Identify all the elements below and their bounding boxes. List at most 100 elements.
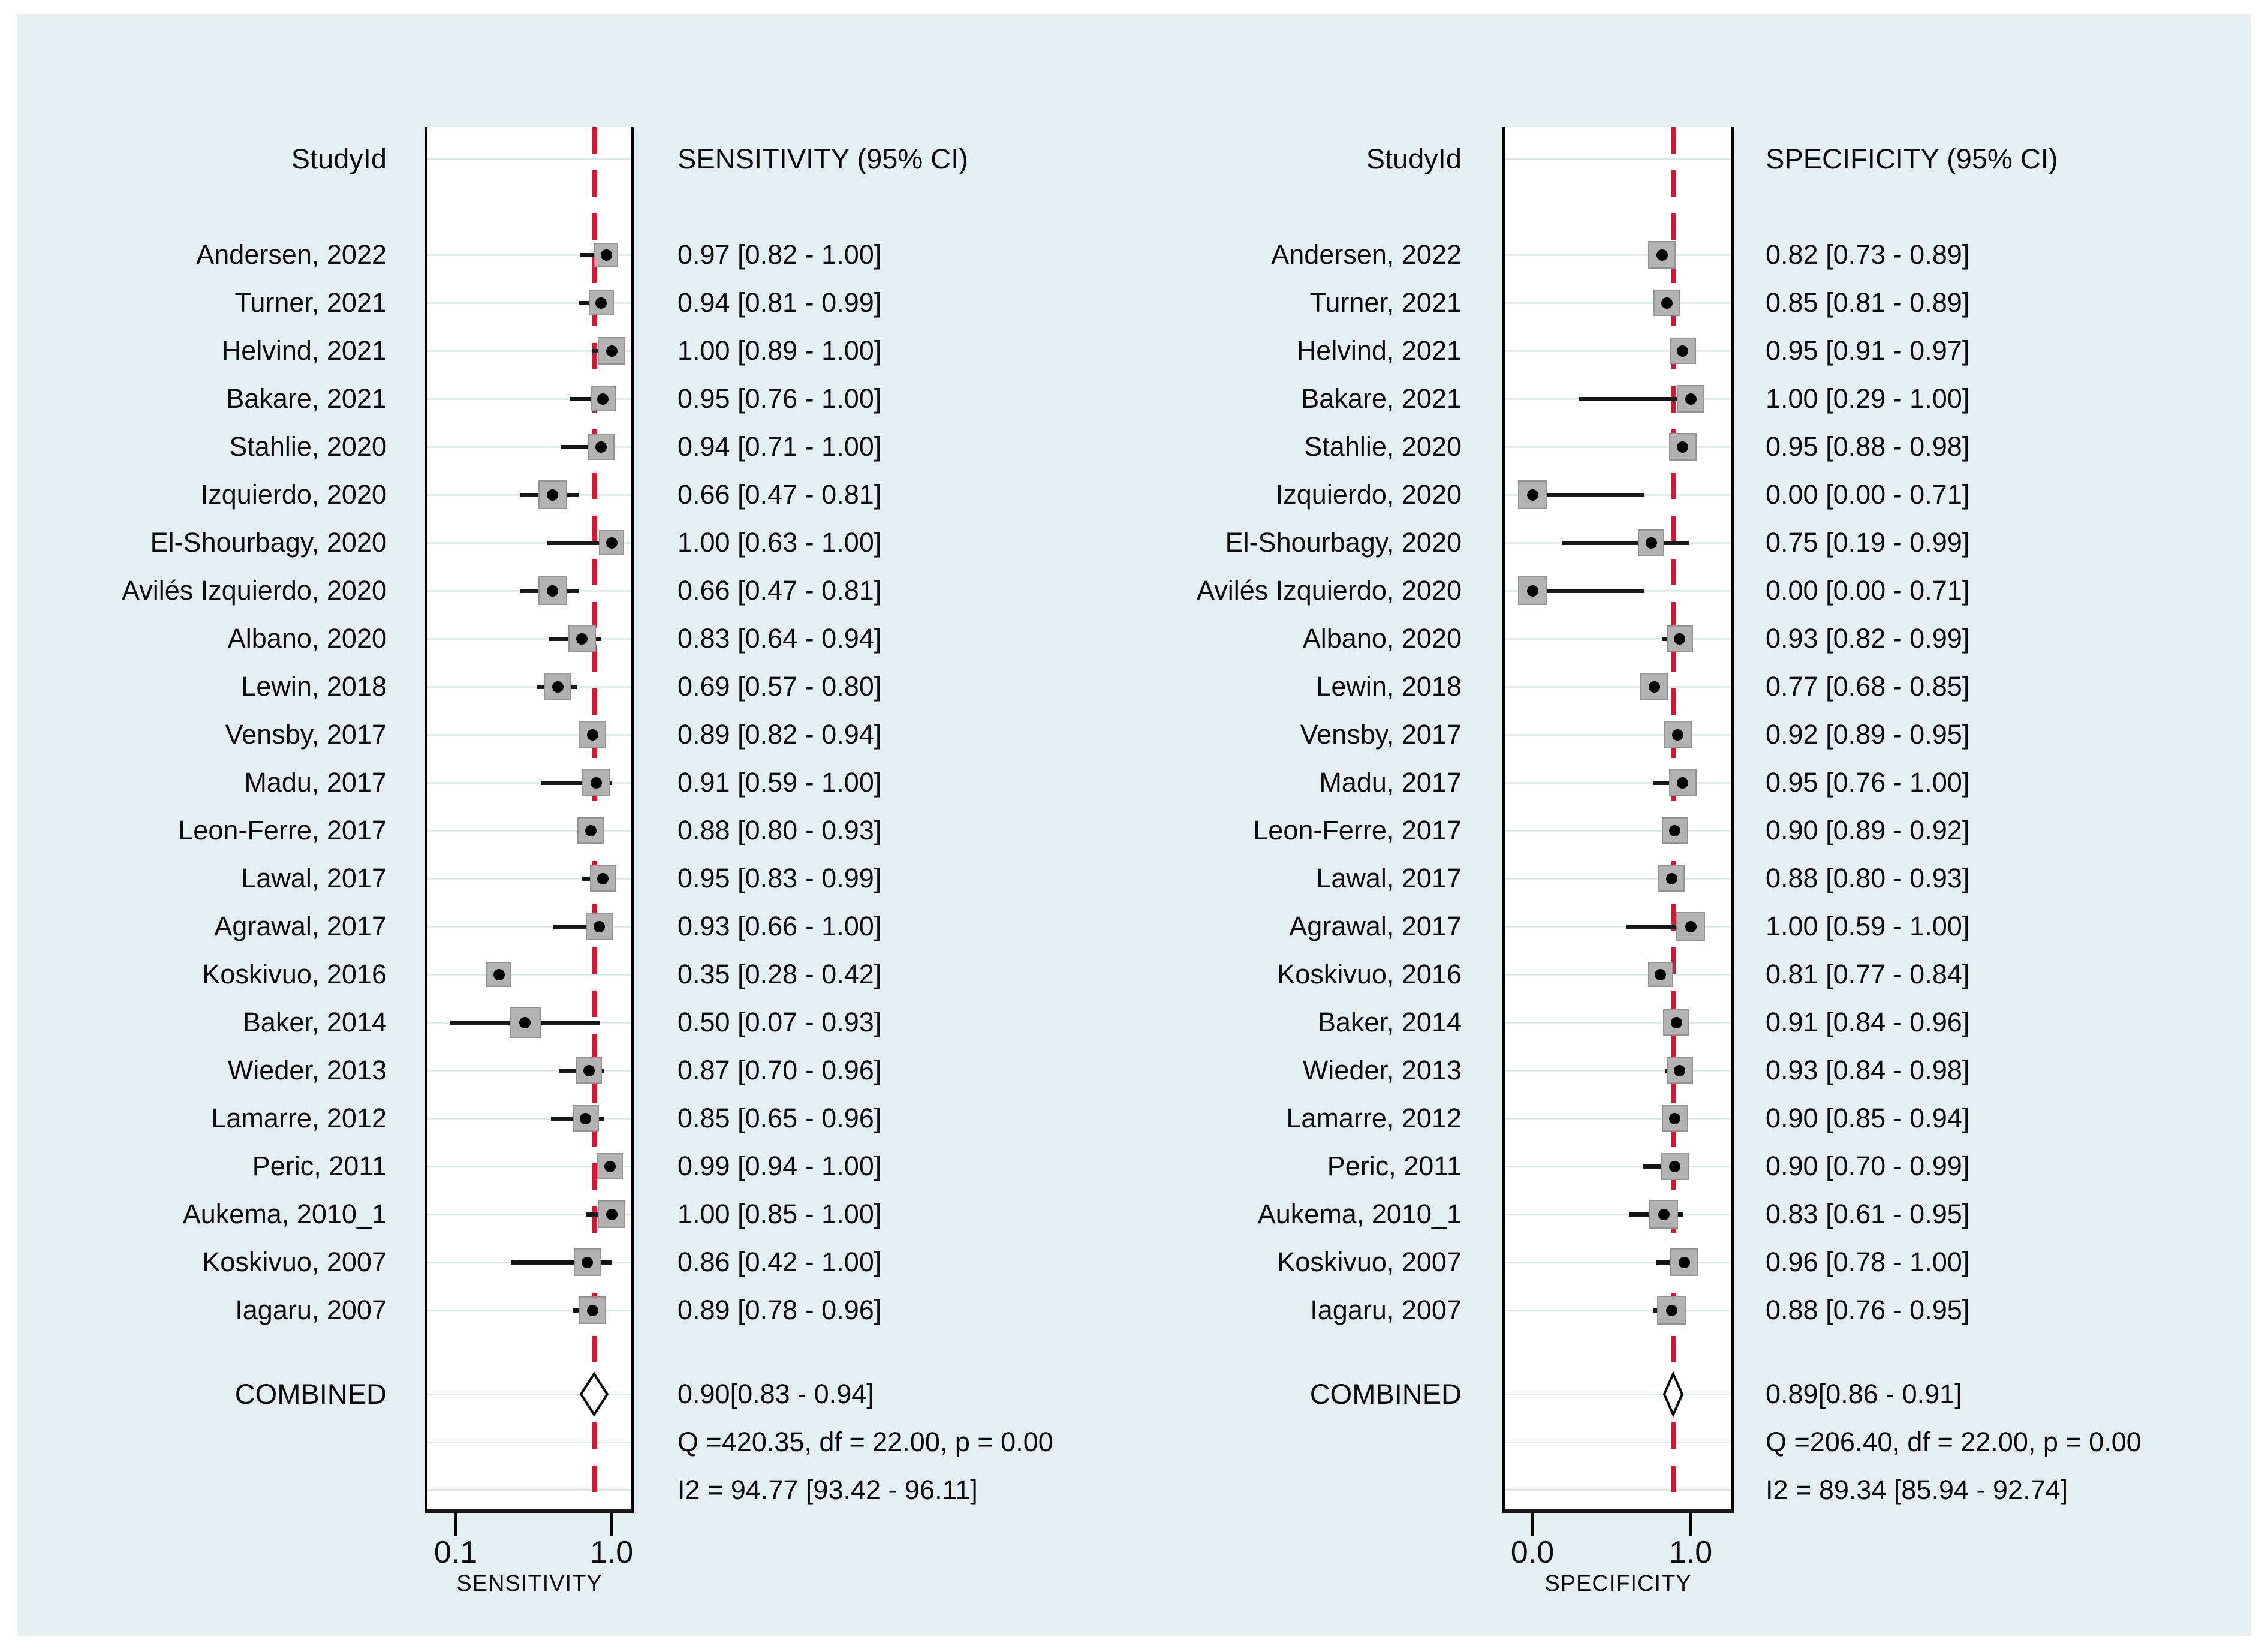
estimate-label: 0.93 [0.84 - 0.98] [1766,1055,1970,1085]
study-label: Lewin, 2018 [1316,671,1462,702]
grid-line [427,1070,631,1072]
study-label: Koskivuo, 2007 [1277,1247,1462,1277]
estimate-label: 1.00 [0.89 - 1.00] [677,335,882,366]
grid-line [427,830,631,832]
study-label: El-Shourbagy, 2020 [150,527,387,558]
estimate-label: 0.99 [0.94 - 1.00] [677,1151,882,1181]
point-estimate-dot [547,585,559,597]
estimate-label: 0.97 [0.82 - 1.00] [677,239,882,270]
ci-line [1532,493,1645,497]
grid-line [1505,254,1731,256]
ci-line [1532,589,1645,593]
grid-line [1505,1262,1731,1263]
study-label: Avilés Izquierdo, 2020 [122,575,387,606]
estimate-label: 1.00 [0.85 - 1.00] [677,1199,882,1229]
estimate-label: 0.87 [0.70 - 0.96] [677,1055,882,1085]
effect-size-box [1661,817,1688,844]
estimate-label: 0.94 [0.71 - 1.00] [677,431,882,462]
study-label: Lamarre, 2012 [211,1103,387,1133]
estimate-label: 0.95 [0.91 - 0.97] [1766,335,1970,366]
grid-line [427,1394,631,1395]
study-label: Lawal, 2017 [241,863,387,893]
estimate-label: 0.82 [0.73 - 0.89] [1766,239,1970,270]
figure-background [17,14,2251,1636]
grid-line [427,1214,631,1215]
point-estimate-dot [1669,1112,1681,1124]
point-estimate-dot [1677,345,1689,357]
effect-size-box [1663,1009,1690,1036]
study-label: Avilés Izquierdo, 2020 [1197,575,1462,606]
estimate-label: 0.95 [0.88 - 0.98] [1766,431,1970,462]
ci-line [511,1260,612,1265]
grid-line [427,1310,631,1311]
point-estimate-dot [1674,633,1686,645]
study-label: Iagaru, 2007 [1310,1295,1462,1325]
study-label: Helvind, 2021 [221,335,387,366]
study-label: Turner, 2021 [1309,287,1462,318]
estimate-label: 0.85 [0.65 - 0.96] [677,1103,882,1133]
point-estimate-dot [606,537,618,549]
grid-line [1505,446,1731,448]
point-estimate-dot [1674,1064,1686,1076]
combined-label: COMBINED [234,1378,387,1410]
point-estimate-dot [580,1112,592,1124]
point-estimate-dot [1655,968,1667,980]
estimate-label: 0.90 [0.70 - 0.99] [1766,1151,1970,1181]
point-estimate-dot [594,920,606,932]
estimate-label: 0.00 [0.00 - 0.71] [1766,575,1970,606]
axis-tick [454,1513,457,1536]
point-estimate-dot [1685,920,1697,932]
point-estimate-dot [1665,1304,1677,1316]
study-label: Vensby, 2017 [1300,719,1462,750]
grid-line [1505,926,1731,928]
point-estimate-dot [519,1016,531,1028]
study-label: Koskivuo, 2016 [1277,959,1462,989]
axis-tick-label: 0.0 [1510,1535,1555,1570]
estimate-label: 0.89 [0.78 - 0.96] [677,1295,882,1325]
study-label: Stahlie, 2020 [1304,431,1462,462]
study-label: Helvind, 2021 [1296,335,1462,366]
point-estimate-dot [583,1064,595,1076]
study-label: Andersen, 2022 [196,239,387,270]
grid-line [1505,638,1731,640]
study-label: Peric, 2011 [252,1151,387,1181]
column-header-values: SPECIFICITY (95% CI) [1766,143,2058,174]
estimate-label: 0.69 [0.57 - 0.80] [677,671,882,702]
grid-line [427,254,631,256]
estimate-label: 0.89 [0.82 - 0.94] [677,719,882,750]
point-estimate-dot [582,1256,594,1268]
estimate-label: 0.92 [0.89 - 0.95] [1766,719,1970,750]
estimate-label: 0.93 [0.66 - 1.00] [677,911,882,941]
study-label: Vensby, 2017 [225,719,387,750]
point-estimate-dot [586,1304,598,1316]
combined-label: COMBINED [1309,1378,1462,1410]
estimate-label: 0.35 [0.28 - 0.42] [677,959,882,989]
effect-size-box [538,576,567,605]
estimate-label: 0.86 [0.42 - 1.00] [677,1247,882,1277]
estimate-label: 0.83 [0.61 - 0.95] [1766,1199,1970,1229]
estimate-label: 0.75 [0.19 - 0.99] [1766,527,1970,558]
study-label: Albano, 2020 [227,623,387,654]
study-label: Iagaru, 2007 [235,1295,387,1325]
axis-tick [1531,1513,1534,1536]
grid-line [427,734,631,736]
point-estimate-dot [595,441,607,453]
ci-line [1562,541,1689,545]
study-label: Andersen, 2022 [1271,239,1462,270]
study-label: Izquierdo, 2020 [200,479,387,510]
grid-line [427,158,631,160]
point-estimate-dot [1678,1256,1690,1268]
study-label: Wieder, 2013 [227,1055,387,1085]
study-label: Madu, 2017 [244,767,387,798]
effect-size-box [579,721,607,748]
effect-size-box [1647,962,1673,987]
estimate-label: 0.90 [0.85 - 0.94] [1766,1103,1970,1133]
estimate-label: 0.88 [0.76 - 0.95] [1766,1295,1970,1325]
axis-tick-label: 1.0 [589,1535,634,1570]
study-label: Albano, 2020 [1302,623,1462,654]
study-label: Baker, 2014 [1317,1007,1462,1037]
point-estimate-dot [1648,681,1660,693]
column-header-study: StudyId [1366,143,1462,174]
study-label: Baker, 2014 [242,1007,387,1037]
